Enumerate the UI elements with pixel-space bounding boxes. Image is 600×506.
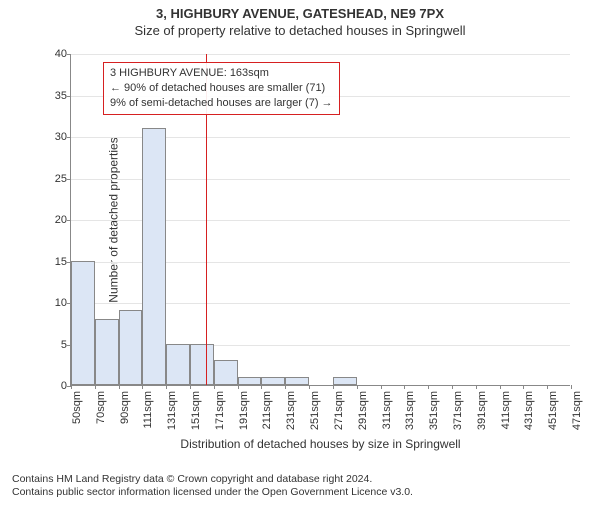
histogram-bar	[95, 319, 119, 385]
xtick-mark	[357, 385, 358, 389]
chart-main-title: 3, HIGHBURY AVENUE, GATESHEAD, NE9 7PX	[0, 6, 600, 21]
xtick-mark	[523, 385, 524, 389]
x-axis-label: Distribution of detached houses by size …	[180, 437, 460, 451]
xtick-mark	[261, 385, 262, 389]
plot-area: Number of detached properties Distributi…	[70, 54, 570, 386]
histogram-bar	[142, 128, 166, 385]
xtick-mark	[333, 385, 334, 389]
histogram-bar	[333, 377, 357, 385]
chart-sub-title: Size of property relative to detached ho…	[0, 23, 600, 38]
histogram-bar	[166, 344, 190, 386]
legend-line: 9% of semi-detached houses are larger (7…	[110, 96, 333, 111]
ytick-mark	[67, 137, 71, 138]
legend-box: 3 HIGHBURY AVENUE: 163sqm← 90% of detach…	[103, 62, 340, 115]
ytick-label: 5	[61, 339, 67, 351]
ytick-mark	[67, 96, 71, 97]
xtick-mark	[381, 385, 382, 389]
histogram-bar	[71, 261, 95, 386]
xtick-label: 111sqm	[142, 391, 154, 429]
ytick-label: 30	[55, 131, 67, 143]
xtick-label: 131sqm	[166, 391, 178, 430]
xtick-label: 70sqm	[95, 391, 107, 424]
chart-container: Number of detached properties Distributi…	[48, 50, 578, 430]
xtick-mark	[476, 385, 477, 389]
ytick-label: 35	[55, 90, 67, 102]
histogram-bar	[238, 377, 262, 385]
xtick-mark	[404, 385, 405, 389]
xtick-mark	[71, 385, 72, 389]
xtick-label: 231sqm	[285, 391, 297, 430]
xtick-label: 391sqm	[476, 391, 488, 430]
legend-line: ← 90% of detached houses are smaller (71…	[110, 81, 333, 96]
histogram-bar	[214, 360, 238, 385]
ytick-label: 25	[55, 173, 67, 185]
xtick-label: 431sqm	[523, 391, 535, 430]
xtick-label: 211sqm	[261, 391, 273, 429]
histogram-bar	[119, 310, 143, 385]
xtick-mark	[452, 385, 453, 389]
xtick-mark	[166, 385, 167, 389]
ytick-label: 10	[55, 297, 67, 309]
xtick-mark	[95, 385, 96, 389]
xtick-label: 291sqm	[357, 391, 369, 430]
xtick-label: 90sqm	[119, 391, 131, 424]
ytick-label: 15	[55, 256, 67, 268]
histogram-bar	[261, 377, 285, 385]
footer-line-1: Contains HM Land Registry data © Crown c…	[12, 473, 413, 487]
xtick-label: 451sqm	[547, 391, 559, 430]
xtick-mark	[214, 385, 215, 389]
xtick-mark	[309, 385, 310, 389]
ytick-mark	[67, 220, 71, 221]
xtick-label: 251sqm	[309, 391, 321, 430]
xtick-mark	[142, 385, 143, 389]
xtick-label: 351sqm	[428, 391, 440, 430]
xtick-mark	[428, 385, 429, 389]
xtick-mark	[190, 385, 191, 389]
gridline-h	[71, 54, 570, 55]
ytick-mark	[67, 179, 71, 180]
xtick-mark	[238, 385, 239, 389]
histogram-bar	[285, 377, 309, 385]
ytick-label: 20	[55, 214, 67, 226]
ytick-label: 40	[55, 48, 67, 60]
histogram-bar	[190, 344, 214, 386]
xtick-label: 271sqm	[333, 391, 345, 430]
xtick-mark	[547, 385, 548, 389]
xtick-mark	[571, 385, 572, 389]
xtick-mark	[119, 385, 120, 389]
footer-attribution: Contains HM Land Registry data © Crown c…	[12, 473, 413, 500]
xtick-mark	[500, 385, 501, 389]
xtick-label: 191sqm	[238, 391, 250, 430]
xtick-label: 411sqm	[500, 391, 512, 429]
footer-line-2: Contains public sector information licen…	[12, 486, 413, 500]
xtick-label: 331sqm	[404, 391, 416, 430]
xtick-label: 171sqm	[214, 391, 226, 430]
ytick-label: 0	[61, 380, 67, 392]
xtick-label: 311sqm	[381, 391, 393, 429]
xtick-label: 151sqm	[190, 391, 202, 430]
legend-line: 3 HIGHBURY AVENUE: 163sqm	[110, 66, 333, 81]
ytick-mark	[67, 54, 71, 55]
xtick-label: 50sqm	[71, 391, 83, 424]
xtick-label: 371sqm	[452, 391, 464, 430]
xtick-mark	[285, 385, 286, 389]
xtick-label: 471sqm	[571, 391, 583, 430]
